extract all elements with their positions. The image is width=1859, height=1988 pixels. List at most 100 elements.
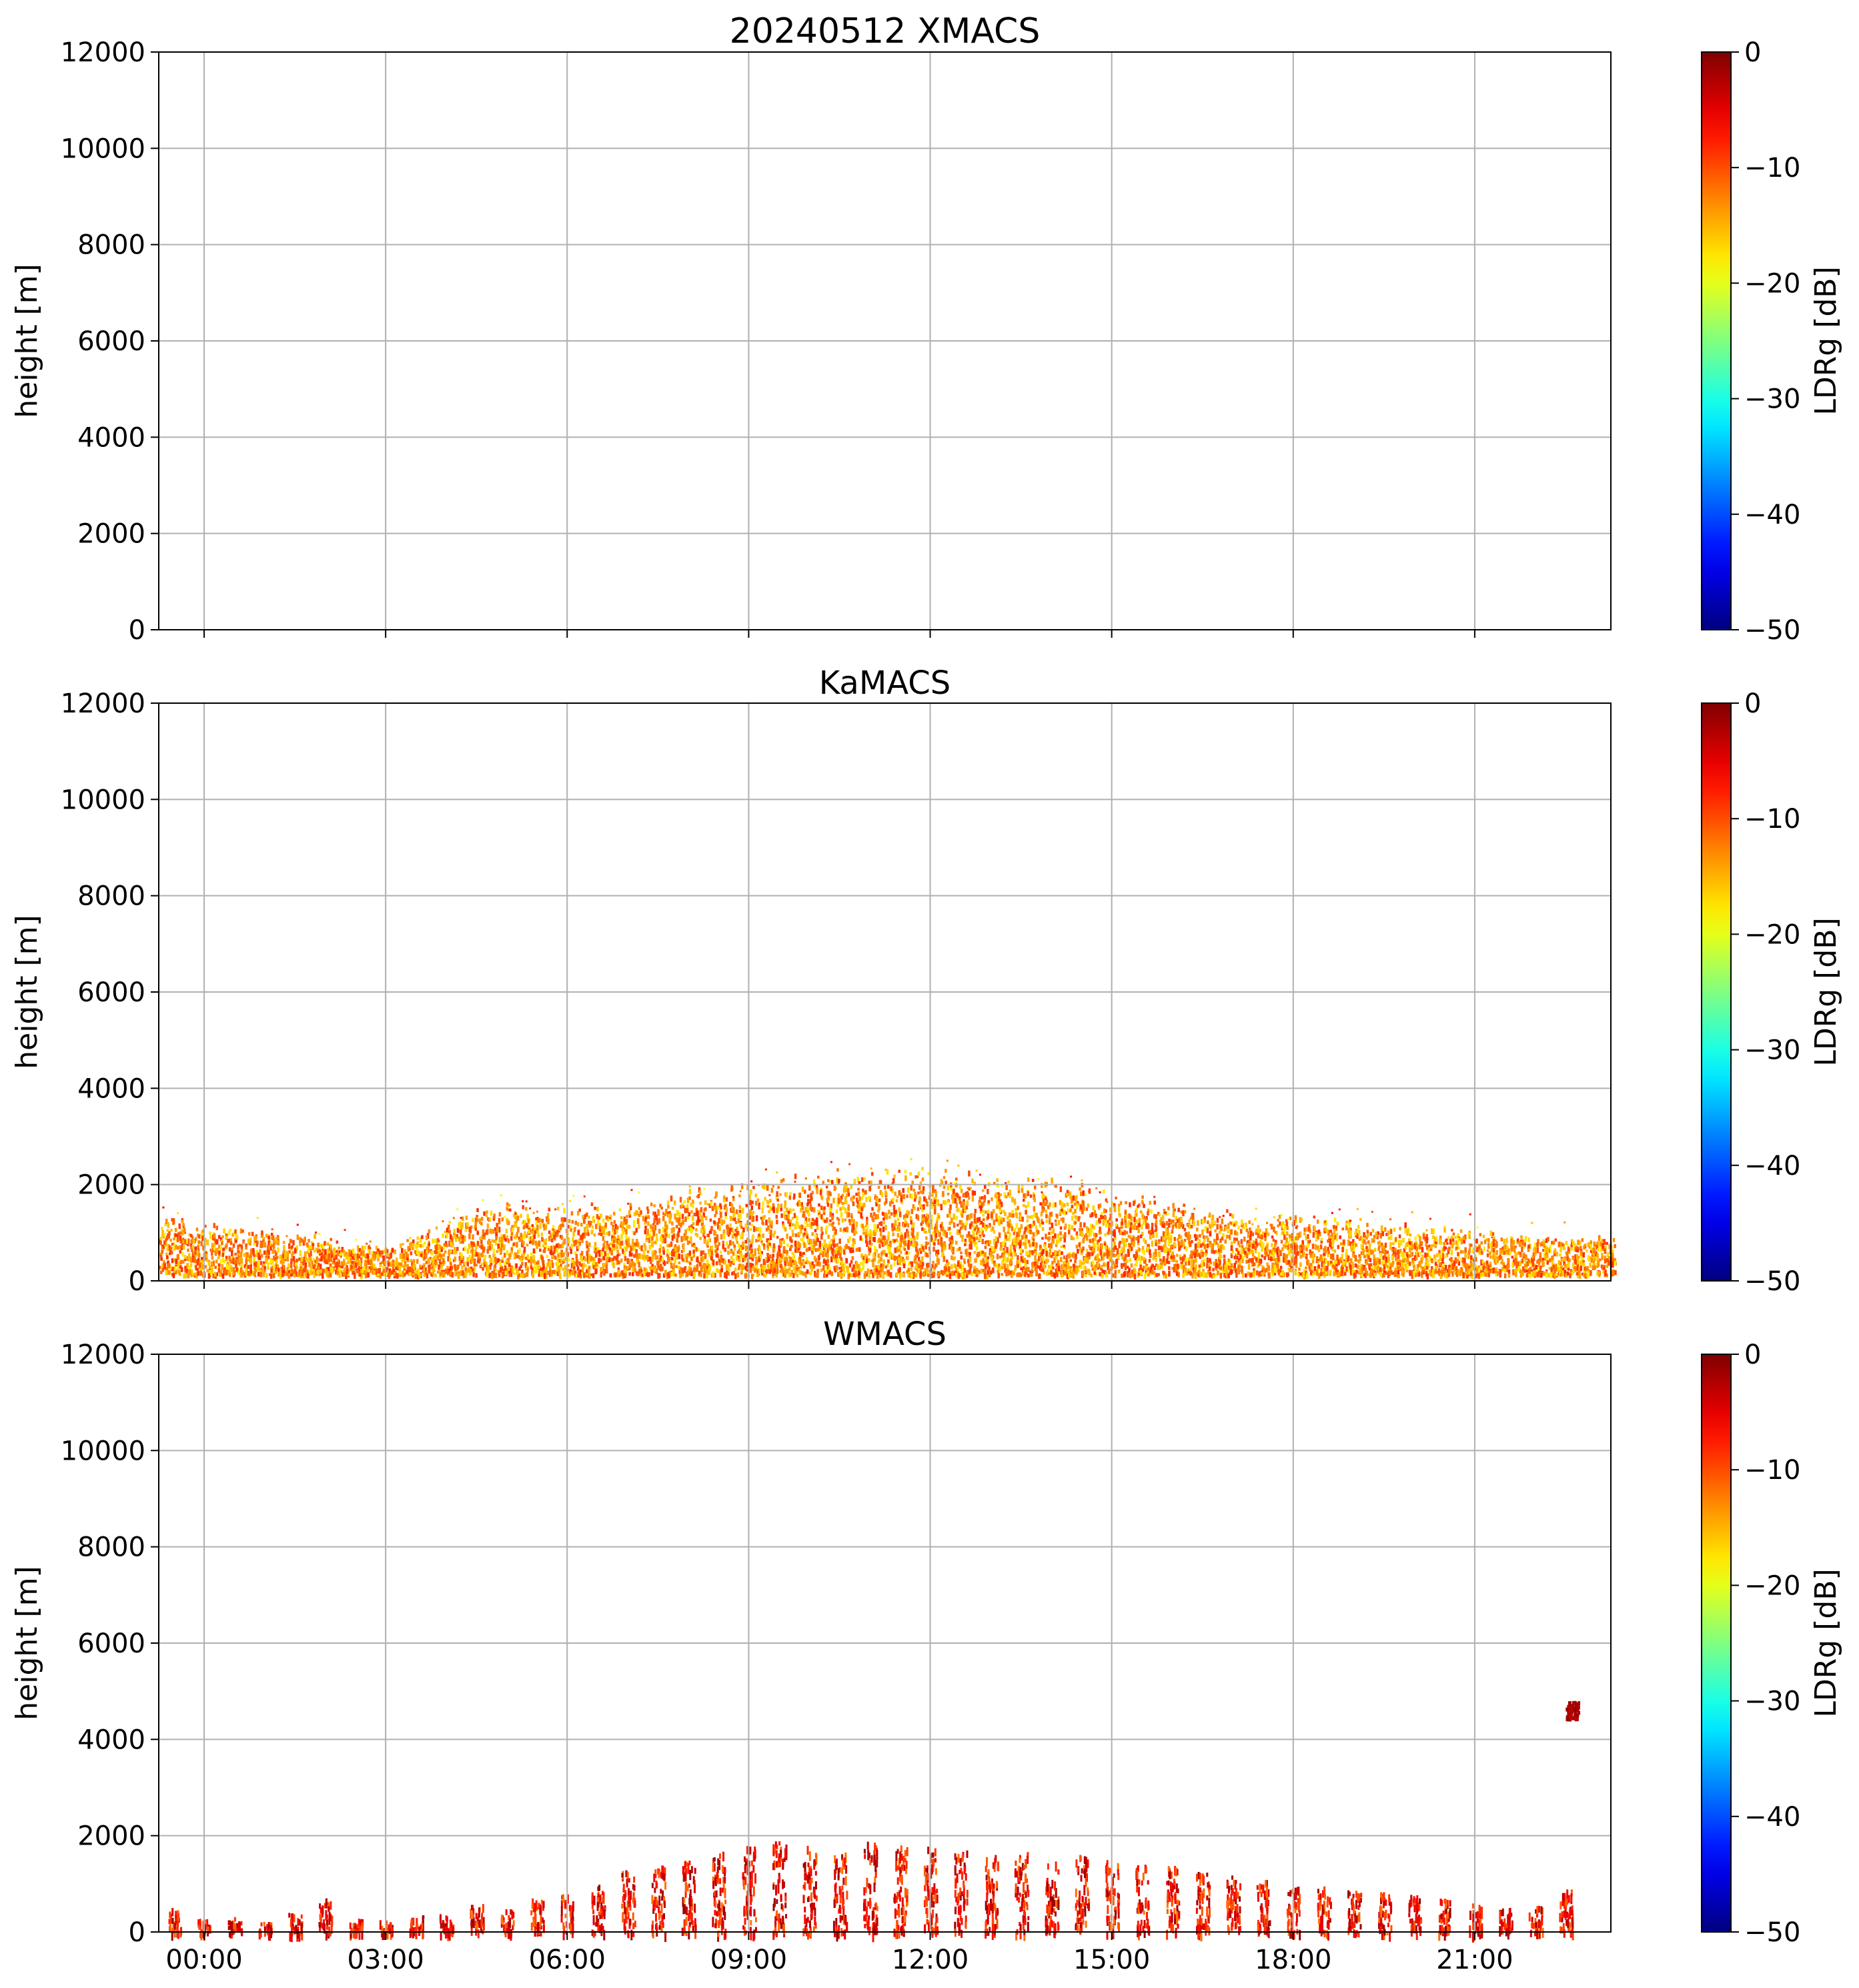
echo-pixel bbox=[375, 1246, 378, 1250]
echo-pixel bbox=[730, 1184, 733, 1191]
echo-pixel bbox=[371, 1251, 374, 1258]
echo-pixel bbox=[960, 1255, 963, 1260]
echo-pixel bbox=[638, 1213, 640, 1217]
echo-pixel bbox=[195, 1259, 197, 1264]
echo-pixel bbox=[974, 1209, 977, 1213]
echo-pixel bbox=[278, 1272, 281, 1277]
echo-pixel bbox=[326, 1270, 328, 1275]
echo-pixel bbox=[921, 1227, 924, 1231]
echo-pixel bbox=[500, 1248, 503, 1252]
echo-pixel bbox=[197, 1270, 200, 1276]
echo-pixel bbox=[454, 1233, 456, 1239]
echo-pixel bbox=[570, 1244, 573, 1249]
echo-pixel bbox=[544, 1270, 546, 1275]
echo-pixel bbox=[822, 1258, 826, 1264]
echo-pixel bbox=[168, 1231, 171, 1236]
echo-pixel bbox=[320, 1256, 323, 1262]
echo-pixel bbox=[892, 1253, 894, 1258]
echo-pixel bbox=[526, 1213, 529, 1219]
echo-pixel bbox=[802, 1252, 805, 1256]
echo-pixel bbox=[262, 1239, 265, 1244]
echo-pixel bbox=[532, 1254, 536, 1260]
echo-pixel bbox=[206, 1269, 209, 1273]
echo-pixel bbox=[874, 1226, 877, 1232]
echo-pixel bbox=[171, 1217, 173, 1221]
echo-pixel bbox=[800, 1252, 804, 1258]
echo-pixel bbox=[999, 1209, 1002, 1213]
echo-pixel bbox=[446, 1227, 449, 1233]
echo-pixel bbox=[368, 1245, 370, 1250]
echo-pixel bbox=[412, 1239, 415, 1244]
echo-pixel bbox=[716, 1205, 720, 1210]
echo-pixel bbox=[987, 1189, 989, 1195]
echo-pixel bbox=[760, 1237, 762, 1241]
echo-pixel bbox=[920, 1264, 923, 1268]
echo-pixel bbox=[368, 1249, 370, 1254]
echo-pixel bbox=[931, 1264, 934, 1269]
echo-pixel bbox=[755, 1239, 758, 1243]
echo-pixel bbox=[884, 1225, 887, 1231]
echo-pixel bbox=[876, 1224, 879, 1229]
echo-pixel bbox=[245, 1259, 247, 1265]
echo-pixel bbox=[754, 1193, 757, 1197]
echo-pixel bbox=[459, 1259, 462, 1263]
echo-pixel bbox=[768, 1229, 771, 1234]
echo-pixel bbox=[364, 1246, 367, 1250]
echo-pixel bbox=[672, 1250, 675, 1257]
echo-pixel bbox=[286, 1267, 289, 1272]
echo-pixel bbox=[494, 1273, 498, 1278]
echo-pixel bbox=[703, 1263, 706, 1269]
echo-pixel bbox=[826, 1217, 828, 1223]
echo-pixel bbox=[181, 1237, 185, 1242]
echo-pixel bbox=[416, 1274, 420, 1280]
echo-pixel bbox=[649, 1256, 652, 1262]
echo-pixel bbox=[178, 1272, 181, 1276]
echo-pixel bbox=[720, 1254, 723, 1260]
echo-pixel bbox=[976, 1268, 979, 1274]
echo-pixel bbox=[229, 1273, 231, 1278]
echo-pixel bbox=[989, 1251, 991, 1256]
echo-pixel bbox=[181, 1267, 183, 1272]
echo-pixel bbox=[522, 1225, 526, 1229]
echo-pixel bbox=[275, 1260, 278, 1265]
echo-pixel bbox=[807, 1199, 810, 1205]
echo-pixel bbox=[659, 1244, 662, 1250]
echo-pixel bbox=[840, 1257, 842, 1262]
echo-pixel bbox=[714, 1273, 716, 1278]
echo-pixel bbox=[520, 1235, 523, 1241]
echo-pixel bbox=[489, 1228, 492, 1234]
echo-pixel bbox=[577, 1211, 580, 1216]
echo-pixel bbox=[802, 1211, 805, 1217]
echo-pixel bbox=[591, 1225, 594, 1229]
echo-pixel bbox=[806, 1260, 810, 1264]
echo-pixel bbox=[691, 1243, 694, 1248]
echo-pixel bbox=[626, 1223, 628, 1229]
echo-pixel bbox=[662, 1250, 665, 1255]
echo-pixel bbox=[656, 1268, 658, 1274]
echo-pixel bbox=[470, 1241, 473, 1245]
echo-pixel bbox=[190, 1269, 193, 1275]
echo-pixel bbox=[663, 1211, 666, 1213]
echo-pixel bbox=[930, 1198, 933, 1205]
echo-pixel bbox=[736, 1226, 738, 1231]
echo-pixel bbox=[688, 1272, 692, 1276]
echo-pixel bbox=[504, 1261, 506, 1267]
echo-pixel bbox=[496, 1227, 499, 1233]
echo-pixel bbox=[297, 1272, 299, 1277]
echo-pixel bbox=[263, 1267, 266, 1274]
echo-pixel bbox=[408, 1272, 411, 1276]
echo-pixel bbox=[638, 1224, 640, 1229]
echo-pixel bbox=[512, 1242, 516, 1246]
echo-pixel bbox=[766, 1269, 769, 1274]
echo-pixel bbox=[240, 1249, 243, 1253]
echo-pixel bbox=[921, 1221, 924, 1224]
echo-pixel bbox=[658, 1259, 661, 1263]
echo-pixel bbox=[803, 1242, 806, 1248]
echo-pixel bbox=[457, 1227, 460, 1233]
echo-pixel bbox=[480, 1221, 483, 1225]
echo-pixel bbox=[900, 1200, 904, 1205]
echo-pixel bbox=[468, 1226, 472, 1232]
echo-pixel bbox=[622, 1248, 624, 1252]
echo-pixel bbox=[923, 1227, 926, 1234]
echo-pixel bbox=[583, 1221, 586, 1224]
